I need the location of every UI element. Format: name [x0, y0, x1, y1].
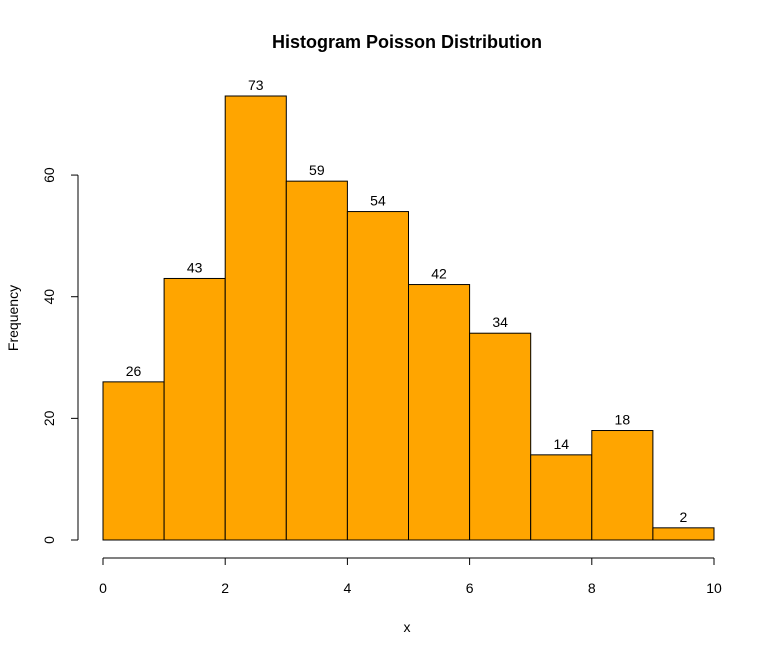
histogram-bar — [469, 332, 532, 541]
histogram-bar — [224, 95, 287, 541]
histogram-bar — [408, 284, 471, 541]
bar-value-label: 54 — [370, 193, 386, 209]
x-tick-label: 0 — [99, 580, 107, 596]
y-tick-label: 40 — [41, 289, 57, 305]
x-tick-label: 4 — [344, 580, 352, 596]
x-axis: 0 2 4 6 8 10 — [99, 557, 722, 596]
histogram-bar — [102, 381, 165, 541]
chart-title: Histogram Poisson Distribution — [272, 32, 542, 52]
bar-value-label: 42 — [431, 266, 447, 282]
y-tick-label: 20 — [41, 410, 57, 426]
bar-value-label: 14 — [553, 436, 569, 452]
x-axis-label: x — [404, 619, 411, 635]
bar-value-label: 43 — [187, 259, 203, 275]
histogram-bar — [591, 430, 654, 541]
histogram-bar — [652, 527, 715, 541]
x-tick-label: 10 — [706, 580, 722, 596]
y-axis: 0 20 40 60 — [41, 167, 79, 544]
x-tick-label: 2 — [221, 580, 229, 596]
x-tick-label: 8 — [588, 580, 596, 596]
bars-group — [102, 95, 715, 541]
bar-value-label: 34 — [492, 314, 508, 330]
x-tick-label: 6 — [466, 580, 474, 596]
histogram-bar — [530, 454, 593, 541]
y-axis-label: Frequency — [5, 285, 21, 351]
histogram-bar — [163, 277, 226, 541]
bar-value-label: 59 — [309, 162, 325, 178]
bar-value-label: 2 — [680, 509, 688, 525]
histogram-bar — [285, 180, 348, 541]
y-tick-label: 0 — [41, 536, 57, 544]
bar-labels-group: 26 43 73 59 54 42 34 14 18 2 — [126, 77, 688, 525]
histogram-bar — [346, 211, 409, 541]
bar-value-label: 73 — [248, 77, 264, 93]
y-tick-label: 60 — [41, 167, 57, 183]
bar-value-label: 26 — [126, 363, 142, 379]
bar-value-label: 18 — [615, 412, 631, 428]
